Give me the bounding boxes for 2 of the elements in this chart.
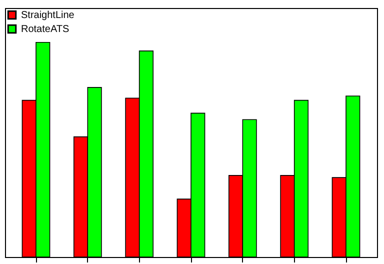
legend-label: StraightLine: [21, 10, 75, 21]
legend-label: RotateATS: [21, 24, 70, 35]
